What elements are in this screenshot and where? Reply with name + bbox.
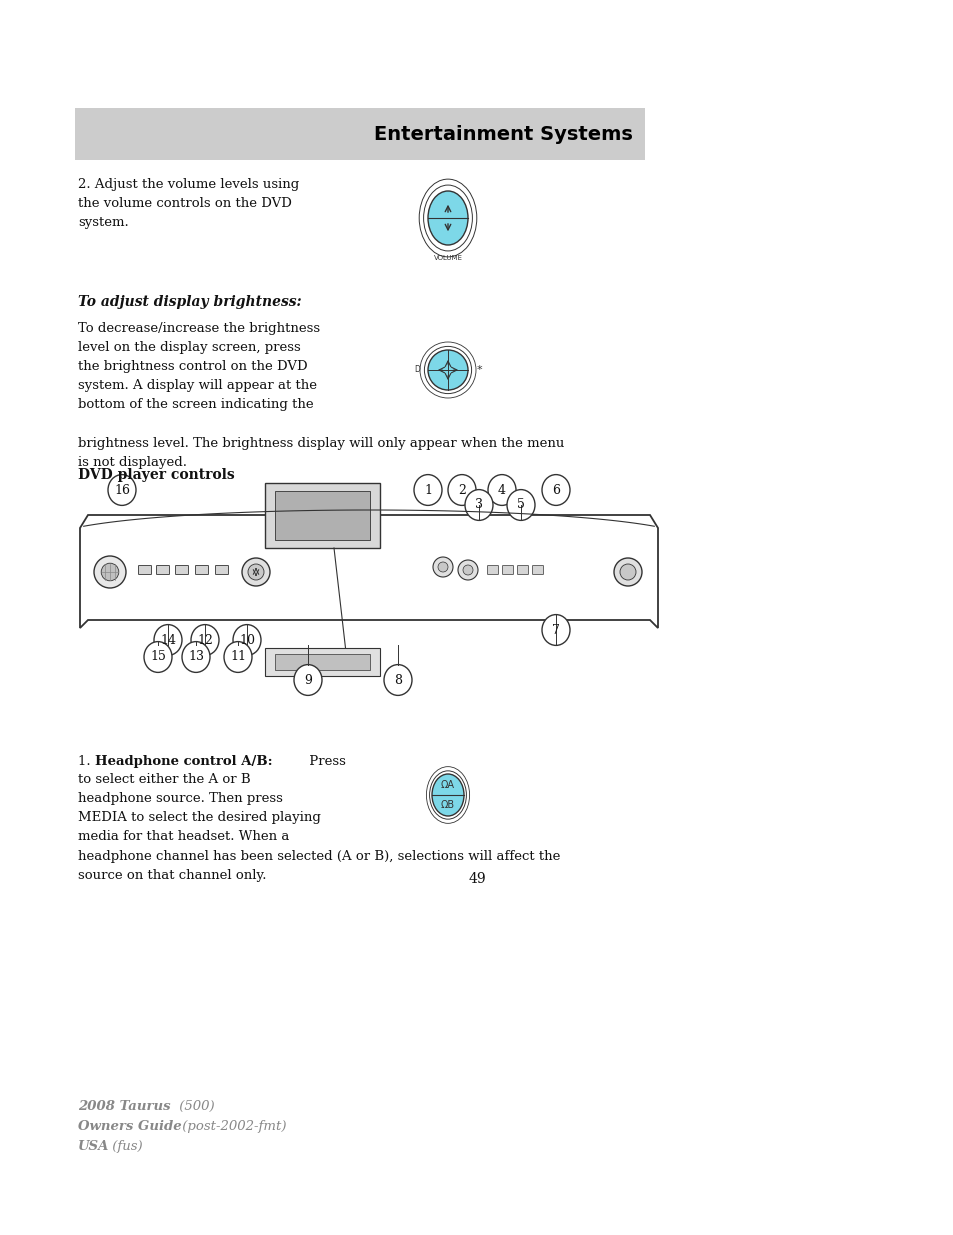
- Ellipse shape: [384, 664, 412, 695]
- Ellipse shape: [294, 664, 322, 695]
- Text: 1.: 1.: [78, 755, 94, 768]
- Text: 3: 3: [475, 499, 482, 511]
- Ellipse shape: [414, 474, 441, 505]
- Circle shape: [101, 563, 119, 580]
- Text: VOLUME: VOLUME: [433, 254, 462, 261]
- Text: 49: 49: [468, 872, 485, 885]
- Text: 13: 13: [188, 651, 204, 663]
- Text: 7: 7: [552, 624, 559, 636]
- Ellipse shape: [432, 774, 463, 816]
- Polygon shape: [80, 515, 658, 629]
- Text: to select either the A or B
headphone source. Then press
MEDIA to select the des: to select either the A or B headphone so…: [78, 773, 320, 844]
- Text: headphone channel has been selected (A or B), selections will affect the
source : headphone channel has been selected (A o…: [78, 850, 559, 882]
- Text: 11: 11: [230, 651, 246, 663]
- Text: Entertainment Systems: Entertainment Systems: [374, 125, 633, 143]
- Text: D: D: [414, 366, 419, 374]
- Bar: [265, 483, 379, 548]
- Text: 14: 14: [160, 634, 175, 646]
- Text: 9: 9: [304, 673, 312, 687]
- Circle shape: [242, 558, 270, 585]
- Circle shape: [248, 564, 264, 580]
- Ellipse shape: [488, 474, 516, 505]
- Text: 15: 15: [150, 651, 166, 663]
- Text: DVD player controls: DVD player controls: [78, 468, 234, 482]
- FancyBboxPatch shape: [156, 566, 170, 574]
- Text: 12: 12: [197, 634, 213, 646]
- Ellipse shape: [428, 191, 468, 245]
- Ellipse shape: [233, 625, 261, 656]
- Text: 8: 8: [394, 673, 401, 687]
- Text: 4: 4: [497, 483, 505, 496]
- FancyBboxPatch shape: [215, 566, 229, 574]
- Ellipse shape: [108, 474, 136, 505]
- FancyBboxPatch shape: [517, 566, 528, 574]
- Text: (post-2002-fmt): (post-2002-fmt): [178, 1120, 286, 1132]
- FancyBboxPatch shape: [138, 566, 152, 574]
- Text: (fus): (fus): [108, 1140, 143, 1153]
- Text: *: *: [476, 366, 481, 375]
- Text: 2: 2: [457, 483, 465, 496]
- Bar: [75, 107, 644, 161]
- Text: 6: 6: [552, 483, 559, 496]
- FancyBboxPatch shape: [175, 566, 189, 574]
- Text: 10: 10: [239, 634, 254, 646]
- Text: 1: 1: [423, 483, 432, 496]
- Ellipse shape: [541, 474, 569, 505]
- Circle shape: [428, 350, 468, 390]
- Circle shape: [462, 564, 473, 576]
- Text: ΩA: ΩA: [440, 781, 455, 790]
- Text: To adjust display brightness:: To adjust display brightness:: [78, 295, 301, 309]
- Ellipse shape: [153, 625, 182, 656]
- Bar: [265, 648, 379, 676]
- FancyBboxPatch shape: [502, 566, 513, 574]
- Ellipse shape: [191, 625, 219, 656]
- Text: Owners Guide: Owners Guide: [78, 1120, 181, 1132]
- Ellipse shape: [182, 642, 210, 672]
- Ellipse shape: [506, 489, 535, 520]
- Text: Headphone control A/B:: Headphone control A/B:: [95, 755, 273, 768]
- Ellipse shape: [224, 642, 252, 672]
- Text: 16: 16: [113, 483, 130, 496]
- Circle shape: [614, 558, 641, 585]
- Text: 2008 Taurus: 2008 Taurus: [78, 1100, 171, 1113]
- FancyBboxPatch shape: [487, 566, 498, 574]
- Text: To decrease/increase the brightness
level on the display screen, press
the brigh: To decrease/increase the brightness leve…: [78, 322, 320, 411]
- Text: 2. Adjust the volume levels using
the volume controls on the DVD
system.: 2. Adjust the volume levels using the vo…: [78, 178, 299, 228]
- Ellipse shape: [464, 489, 493, 520]
- Circle shape: [619, 564, 636, 580]
- Text: USA: USA: [78, 1140, 110, 1153]
- Text: 5: 5: [517, 499, 524, 511]
- Text: (500): (500): [174, 1100, 214, 1113]
- FancyBboxPatch shape: [195, 566, 209, 574]
- Circle shape: [457, 559, 477, 580]
- Ellipse shape: [448, 474, 476, 505]
- Ellipse shape: [541, 615, 569, 646]
- Circle shape: [94, 556, 126, 588]
- Text: brightness level. The brightness display will only appear when the menu
is not d: brightness level. The brightness display…: [78, 437, 564, 469]
- Bar: [274, 655, 370, 671]
- Bar: [274, 492, 370, 540]
- FancyBboxPatch shape: [532, 566, 543, 574]
- Circle shape: [433, 557, 453, 577]
- Ellipse shape: [144, 642, 172, 672]
- Text: ΩB: ΩB: [440, 800, 455, 810]
- Text: Press: Press: [305, 755, 346, 768]
- Circle shape: [437, 562, 448, 572]
